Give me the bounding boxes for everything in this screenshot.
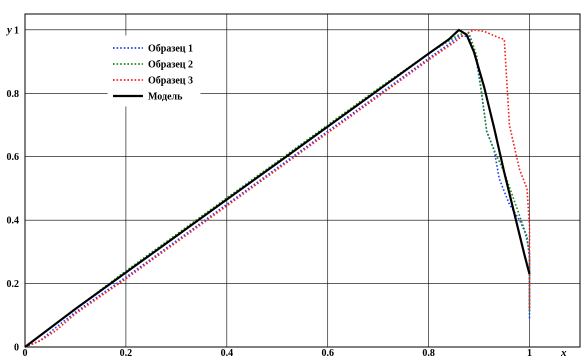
y-tick-label: 0.2	[7, 279, 20, 290]
series-line-4	[24, 28, 531, 348]
legend-label: Модель	[148, 92, 183, 103]
x-tick-label: 0.2	[120, 348, 133, 358]
series-line-1	[24, 35, 531, 348]
y-tick-label: 0.8	[7, 89, 20, 100]
legend-label: Образец 3	[148, 76, 193, 87]
x-tick-label: 0.6	[321, 348, 334, 358]
x-tick-label: 0	[23, 348, 28, 358]
x-tick-label: 0.8	[422, 348, 435, 358]
y-tick-label: 1	[14, 25, 19, 36]
legend-label: Образец 1	[148, 44, 193, 55]
series-line-3	[24, 29, 531, 348]
x-tick-label: 0.4	[221, 348, 234, 358]
x-axis-label: x	[560, 347, 567, 358]
legend-box	[107, 35, 201, 107]
legend: Образец 1 Образец 2 Образец 3 Модель	[107, 35, 201, 107]
y-axis-label: y	[5, 24, 12, 36]
x-tick-label: 1	[527, 348, 532, 358]
series-layer	[24, 28, 531, 348]
y-tick-label: 0	[14, 343, 19, 354]
y-tick-label: 0.4	[7, 216, 20, 227]
axis-ticks: 0 0.2 0.4 0.6 0.8 1 0 0.2 0.4 0.6 0.8 1	[7, 25, 533, 358]
y-tick-label: 0.6	[7, 152, 20, 163]
legend-label: Образец 2	[148, 60, 193, 71]
